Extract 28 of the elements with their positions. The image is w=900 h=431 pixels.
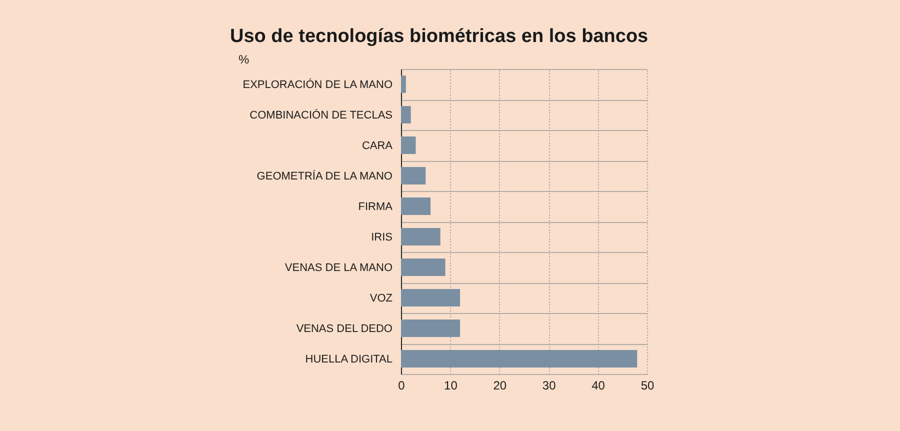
bar [401,289,460,306]
x-tick-label: 0 [398,378,406,392]
y-tick-label: VENAS DEL DEDO [296,322,393,335]
y-tick-label: HUELLA DIGITAL [305,353,392,366]
y-tick-label: COMBINACIÓN DE TECLAS [250,108,392,122]
x-axis-title: % [238,52,250,66]
x-tick-label: 50 [640,378,654,392]
y-tick-label: VENAS DE LA MANO [284,262,393,274]
bar [401,76,406,93]
x-tick-label: 40 [592,378,606,392]
bar [401,258,446,276]
bar [401,228,440,246]
y-tick-label: IRIS [371,231,392,244]
chart-title: Uso de tecnologías biométricas en los bancos [230,26,648,47]
bar [401,198,431,215]
bar [401,106,411,124]
bar [401,167,426,184]
bar [401,136,416,154]
x-tick-label: 10 [444,378,458,392]
x-tick-label: 20 [493,378,507,392]
y-tick-label: VOZ [370,292,393,304]
bar [401,320,460,337]
y-tick-label: CARA [362,140,394,152]
y-tick-label: EXPLORACIÓN DE LA MANO [242,78,393,91]
x-tick-label: 30 [542,378,556,392]
y-tick-label: FIRMA [358,200,394,213]
bar [401,350,638,368]
y-tick-label: GEOMETRÍA DE LA MANO [256,169,393,182]
